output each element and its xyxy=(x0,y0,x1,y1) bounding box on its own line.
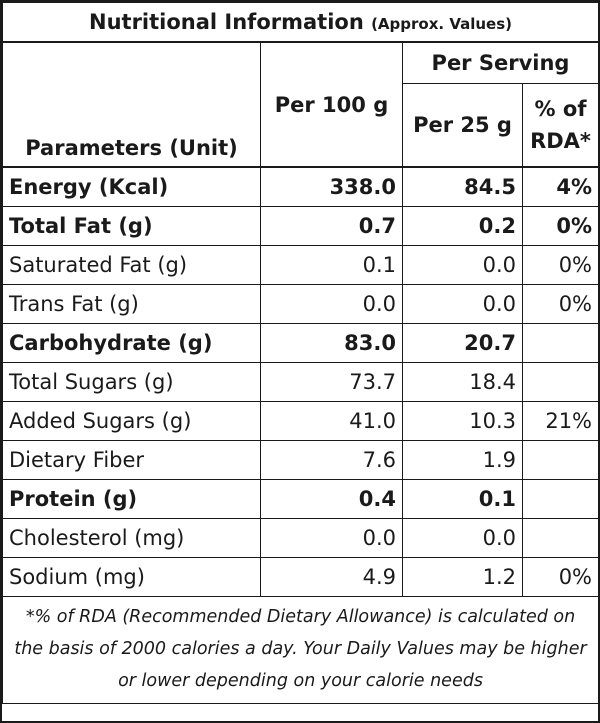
row-per-25g: 0.0 xyxy=(402,245,523,285)
header-per-25g: Per 25 g xyxy=(402,83,523,168)
header-per-serving: Per Serving xyxy=(401,41,600,84)
row-parameter: Protein (g) xyxy=(2,479,261,519)
row-per-25g: 18.4 xyxy=(402,362,523,402)
row-per-100g: 0.7 xyxy=(260,206,403,246)
row-parameter: Sodium (mg) xyxy=(2,557,261,597)
row-per-25g: 1.9 xyxy=(402,440,523,480)
row-per-25g: 0.0 xyxy=(402,518,523,558)
table-row: Cholesterol (mg) 0.0 0.0 xyxy=(2,518,600,558)
table-row: Total Sugars (g) 73.7 18.4 xyxy=(2,362,600,402)
row-parameter: Total Fat (g) xyxy=(2,206,261,246)
table-row: Dietary Fiber 7.6 1.9 xyxy=(2,440,600,480)
row-per-25g: 0.2 xyxy=(402,206,523,246)
row-per-25g: 10.3 xyxy=(402,401,523,441)
row-per-100g: 0.4 xyxy=(260,479,403,519)
row-per-100g: 7.6 xyxy=(260,440,403,480)
row-per-25g: 0.1 xyxy=(402,479,523,519)
row-parameter: Energy (Kcal) xyxy=(2,166,261,207)
table-title: Nutritional Information (Approx. Values) xyxy=(1,2,600,43)
table-row: Carbohydrate (g) 83.0 20.7 xyxy=(2,323,600,363)
row-rda: 21% xyxy=(521,401,600,441)
row-rda: 0% xyxy=(521,245,600,285)
row-per-100g: 4.9 xyxy=(260,557,403,597)
row-parameter: Cholesterol (mg) xyxy=(2,518,261,558)
table-row: Sodium (mg) 4.9 1.2 0% xyxy=(2,557,600,597)
row-per-100g: 338.0 xyxy=(260,166,403,207)
row-per-25g: 84.5 xyxy=(402,166,523,207)
row-rda: 0% xyxy=(521,206,600,246)
row-rda: 0% xyxy=(521,284,600,324)
row-per-100g: 41.0 xyxy=(260,401,403,441)
header-rda: % of RDA* xyxy=(521,83,600,168)
header-rda-line1: % of xyxy=(534,97,587,121)
row-parameter: Added Sugars (g) xyxy=(2,401,261,441)
header-parameters: Parameters (Unit) xyxy=(2,41,261,168)
header-rda-line2: RDA* xyxy=(530,129,591,153)
row-per-100g: 0.0 xyxy=(260,518,403,558)
row-parameter: Trans Fat (g) xyxy=(2,284,261,324)
table-row: Total Fat (g) 0.7 0.2 0% xyxy=(2,206,600,246)
row-parameter: Total Sugars (g) xyxy=(2,362,261,402)
row-rda xyxy=(521,362,600,402)
table-row: Trans Fat (g) 0.0 0.0 0% xyxy=(2,284,600,324)
row-rda xyxy=(521,518,600,558)
header-per-100g: Per 100 g xyxy=(260,41,403,168)
row-per-100g: 83.0 xyxy=(260,323,403,363)
table-row: Added Sugars (g) 41.0 10.3 21% xyxy=(2,401,600,441)
row-per-100g: 0.1 xyxy=(260,245,403,285)
row-per-100g: 0.0 xyxy=(260,284,403,324)
row-per-25g: 20.7 xyxy=(402,323,523,363)
row-rda xyxy=(521,479,600,519)
row-per-25g: 1.2 xyxy=(402,557,523,597)
table-row: Energy (Kcal) 338.0 84.5 4% xyxy=(2,166,600,207)
row-per-100g: 73.7 xyxy=(260,362,403,402)
title-subtext: (Approx. Values) xyxy=(371,15,513,33)
row-rda: 4% xyxy=(521,166,600,207)
table-row: Protein (g) 0.4 0.1 xyxy=(2,479,600,519)
nutrition-table: Nutritional Information (Approx. Values)… xyxy=(1,2,600,704)
row-parameter: Dietary Fiber xyxy=(2,440,261,480)
row-rda: 0% xyxy=(521,557,600,597)
row-rda xyxy=(521,323,600,363)
footnote: *% of RDA (Recommended Dietary Allowance… xyxy=(1,596,600,704)
row-rda xyxy=(521,440,600,480)
row-per-25g: 0.0 xyxy=(402,284,523,324)
row-parameter: Saturated Fat (g) xyxy=(2,245,261,285)
title-text: Nutritional Information xyxy=(89,10,364,34)
table-row: Saturated Fat (g) 0.1 0.0 0% xyxy=(2,245,600,285)
row-parameter: Carbohydrate (g) xyxy=(2,323,261,363)
